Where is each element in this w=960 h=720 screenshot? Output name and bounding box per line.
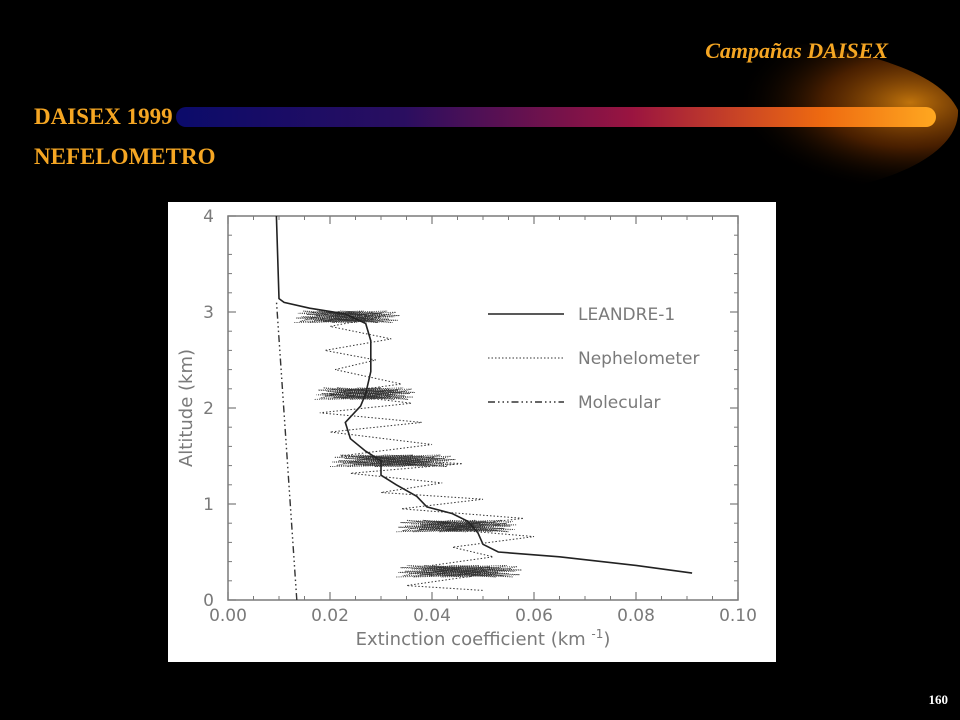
nephelometer-band bbox=[294, 310, 400, 324]
extinction-chart: 0.00 0.02 0.04 0.06 0.08 0.10 0 1 2 3 4 Extinction … bbox=[176, 207, 757, 650]
nephelometer-band bbox=[314, 387, 416, 400]
x-tick-label: 0.08 bbox=[617, 606, 655, 626]
y-tick-label: 2 bbox=[203, 399, 214, 419]
x-tick-label: 0.00 bbox=[209, 606, 247, 626]
header-title: Campañas DAISEX bbox=[705, 38, 888, 63]
legend-label-molecular: Molecular bbox=[578, 393, 661, 413]
x-tick-label: 0.04 bbox=[413, 606, 451, 626]
page-number: 160 bbox=[928, 692, 949, 707]
chart-panel: 0.00 0.02 0.04 0.06 0.08 0.10 0 1 2 3 4 Extinction … bbox=[168, 202, 776, 662]
nephelometer-band bbox=[396, 519, 517, 533]
slide-title-instrument: NEFELOMETRO bbox=[34, 144, 216, 169]
series-leandre-1-line bbox=[275, 215, 693, 574]
y-axis-label: Altitude (km) bbox=[176, 349, 197, 467]
y-tick-label: 1 bbox=[203, 495, 214, 515]
nephelometer-band bbox=[329, 454, 456, 468]
x-tick-label: 0.06 bbox=[515, 606, 553, 626]
x-tick-label: 0.02 bbox=[311, 606, 349, 626]
x-axis-label: Extinction coefficient (km -1) bbox=[356, 627, 611, 650]
legend-label-leandre-1: LEANDRE-1 bbox=[578, 305, 675, 325]
series-molecular-line bbox=[275, 300, 298, 601]
slide-title-year: DAISEX 1999 bbox=[34, 104, 173, 129]
x-tick-label: 0.10 bbox=[719, 606, 757, 626]
y-tick-label: 0 bbox=[203, 591, 214, 611]
legend-label-nephelometer: Nephelometer bbox=[578, 349, 699, 369]
title-gradient-bar bbox=[176, 107, 936, 127]
nephelometer-band bbox=[396, 564, 522, 578]
y-tick-label: 3 bbox=[203, 303, 214, 323]
y-tick-label: 4 bbox=[203, 207, 214, 227]
series-nephelometer-line bbox=[319, 313, 535, 591]
